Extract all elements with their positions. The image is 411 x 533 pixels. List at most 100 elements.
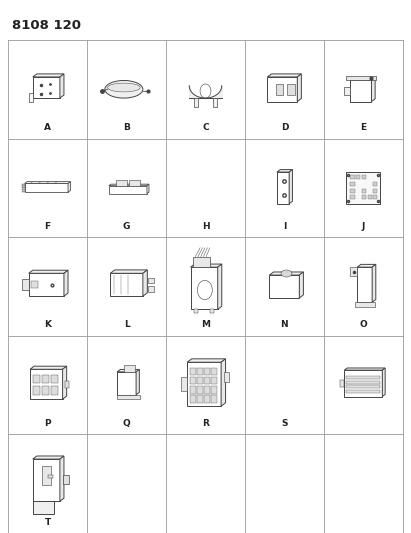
Text: S: S — [281, 419, 288, 428]
Bar — [116, 180, 127, 185]
Text: P: P — [44, 419, 51, 428]
Bar — [33, 386, 40, 395]
Bar — [190, 395, 196, 403]
Bar — [190, 386, 196, 393]
Bar — [276, 84, 283, 94]
Text: H: H — [202, 222, 209, 231]
Text: C: C — [202, 123, 209, 132]
Bar — [22, 187, 25, 188]
Text: B: B — [123, 123, 130, 132]
Bar — [42, 375, 49, 383]
Bar — [197, 377, 203, 384]
Text: A: A — [44, 123, 51, 132]
Bar — [194, 98, 198, 107]
Polygon shape — [299, 272, 303, 298]
Polygon shape — [62, 366, 67, 399]
Bar — [197, 386, 203, 393]
Bar — [344, 87, 350, 95]
Bar — [346, 385, 380, 389]
Polygon shape — [372, 78, 375, 102]
Bar — [148, 286, 155, 292]
Text: R: R — [202, 419, 209, 428]
Bar — [204, 377, 210, 384]
Bar — [362, 196, 366, 199]
Polygon shape — [136, 369, 139, 395]
Bar — [65, 381, 69, 387]
Text: O: O — [360, 320, 367, 329]
Bar — [22, 184, 25, 185]
Polygon shape — [117, 369, 139, 372]
Text: I: I — [283, 222, 286, 231]
Bar — [213, 98, 217, 107]
Bar — [22, 191, 25, 192]
Polygon shape — [143, 270, 147, 296]
Polygon shape — [187, 359, 226, 362]
Bar — [193, 256, 210, 267]
Polygon shape — [30, 366, 67, 369]
Bar — [351, 196, 355, 199]
Bar — [124, 365, 135, 372]
Bar — [211, 386, 217, 393]
Bar — [204, 368, 210, 375]
Text: D: D — [281, 123, 288, 132]
Bar — [117, 395, 140, 399]
Bar — [346, 381, 380, 384]
Bar — [356, 175, 360, 179]
Polygon shape — [147, 184, 149, 193]
Bar — [33, 375, 40, 383]
Ellipse shape — [281, 270, 292, 277]
Polygon shape — [268, 74, 301, 77]
Text: G: G — [123, 222, 130, 231]
Bar — [373, 196, 377, 199]
Text: 8108 120: 8108 120 — [12, 19, 81, 31]
Bar — [287, 84, 295, 94]
Text: F: F — [45, 222, 51, 231]
Text: T: T — [44, 518, 51, 527]
Bar — [48, 475, 53, 479]
Polygon shape — [270, 272, 303, 275]
Polygon shape — [109, 184, 149, 185]
Text: E: E — [360, 123, 366, 132]
Text: K: K — [44, 320, 51, 329]
Polygon shape — [110, 270, 147, 273]
Polygon shape — [382, 368, 385, 397]
Polygon shape — [33, 74, 64, 77]
Polygon shape — [60, 74, 64, 98]
Text: M: M — [201, 320, 210, 329]
Polygon shape — [64, 270, 68, 296]
Bar — [355, 302, 375, 306]
Bar — [211, 377, 217, 384]
Bar — [204, 395, 210, 403]
Polygon shape — [33, 456, 64, 459]
Polygon shape — [29, 270, 68, 273]
Bar — [362, 175, 366, 179]
Bar — [190, 377, 196, 384]
Polygon shape — [60, 456, 64, 501]
Polygon shape — [25, 182, 70, 183]
Bar — [346, 376, 380, 379]
Text: L: L — [124, 320, 129, 329]
Text: J: J — [362, 222, 365, 231]
Bar — [181, 377, 187, 391]
Bar — [211, 395, 217, 403]
Bar — [190, 368, 196, 375]
Bar — [351, 189, 355, 192]
Polygon shape — [191, 264, 222, 267]
Bar — [31, 281, 38, 288]
Bar — [42, 466, 51, 486]
Polygon shape — [344, 368, 385, 370]
Bar — [373, 189, 377, 192]
Ellipse shape — [105, 80, 143, 98]
Polygon shape — [297, 74, 301, 102]
Polygon shape — [357, 264, 376, 267]
Polygon shape — [372, 264, 376, 302]
Bar — [197, 368, 203, 375]
Polygon shape — [289, 169, 292, 204]
Bar — [148, 278, 155, 283]
Bar — [373, 182, 377, 186]
Polygon shape — [68, 182, 70, 192]
Polygon shape — [350, 78, 375, 80]
Bar — [62, 475, 69, 484]
Bar — [33, 501, 54, 514]
Bar — [197, 395, 203, 403]
